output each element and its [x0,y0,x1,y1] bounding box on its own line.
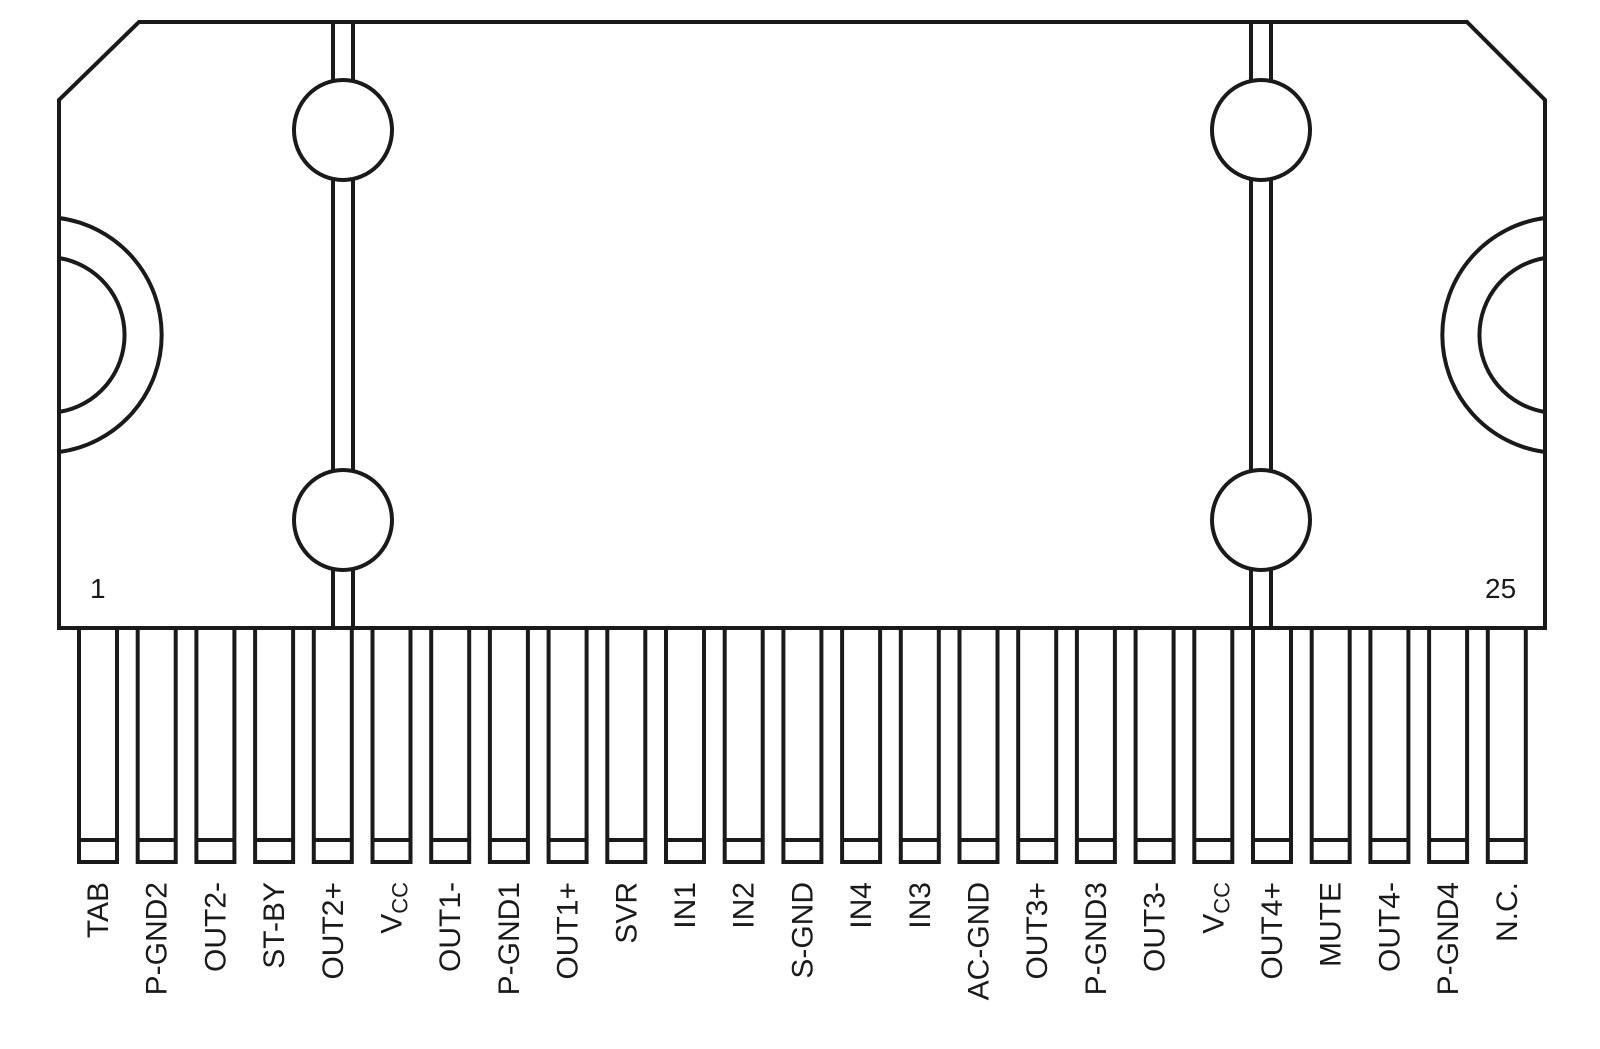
pin-19 [1133,626,1176,864]
pin-12 [722,626,765,864]
pin-lead [77,626,119,864]
left-lower-mounting-circle [292,468,394,572]
pin-lead [605,626,648,864]
pin-label: N.C. [1491,882,1524,942]
right-upper-mounting-circle [1210,78,1312,182]
pin-lead [135,626,178,864]
left-upper-mounting-circle [292,78,394,182]
pin-6 [370,626,413,864]
pin-label: MUTE [1315,882,1348,967]
pin-label: OUT3+ [1021,882,1054,980]
pin-label: OUT3- [1139,882,1172,972]
pin-label: SVR [610,882,643,944]
last-pin-number: 25 [1485,573,1516,604]
pin-label: P-GND2 [141,882,174,995]
pin-3 [194,626,237,864]
pin-lead [1427,626,1470,864]
first-pin-number: 1 [90,573,106,604]
package-body [57,20,1547,630]
pin-lead [1074,626,1117,864]
right-mounting-notch [1440,215,1547,455]
pin-16 [957,626,1000,864]
pin-18 [1074,626,1117,864]
pin-label: IN4 [845,882,878,929]
pin-lead [1192,626,1235,864]
pin-17 [1016,626,1059,864]
pin-label: VCC [376,882,413,934]
pin-24 [1427,626,1470,864]
pin-lead [1368,626,1411,864]
left-heatsink-strip [292,22,394,628]
pin-lead [429,626,472,864]
pin-label: OUT1- [434,882,467,972]
pin-lead [546,626,589,864]
pin-label: IN2 [728,882,761,929]
left-mounting-notch [57,215,164,455]
pins [77,626,1528,864]
pin-1 [77,626,119,864]
pin-label: S-GND [786,882,819,979]
pin-label: TAB [82,882,115,938]
pin-lead [1485,626,1528,864]
pin-label: OUT4- [1373,882,1406,972]
pin-label: OUT4+ [1256,882,1289,980]
pin-lead [253,626,296,864]
pin-label: ST-BY [258,882,291,969]
pin-10 [605,626,648,864]
pin-7 [429,626,472,864]
pin-9 [546,626,589,864]
pin-5 [311,626,354,864]
pin-labels: TAB P-GND2 OUT2- ST-BY OUT2+ VCC OUT1- P-GND1 OU… [82,882,1524,1000]
pin-label: IN3 [904,882,937,929]
pin-20 [1192,626,1235,864]
pin-14 [840,626,883,864]
pin-lead [1016,626,1059,864]
pin-13 [781,626,824,864]
pin-label: VCC [1197,882,1234,934]
pin-15 [898,626,941,864]
pin-lead [194,626,237,864]
pin-8 [487,626,530,864]
pin-label: OUT2+ [317,882,350,980]
pin-lead [1309,626,1352,864]
pin-25 [1485,626,1528,864]
pin-lead [781,626,824,864]
pin-2 [135,626,178,864]
pin-label: AC-GND [963,882,996,1000]
pin-22 [1309,626,1352,864]
pin-label: P-GND4 [1432,882,1465,995]
pin-label: IN1 [669,882,702,929]
pin-label: P-GND3 [1080,882,1113,995]
pin-lead [957,626,1000,864]
pin-21 [1251,626,1293,864]
pin-lead [311,626,354,864]
pin-label: P-GND1 [493,882,526,995]
right-heatsink-strip [1210,22,1312,628]
pin-11 [664,626,706,864]
pin-lead [664,626,706,864]
pin-lead [840,626,883,864]
pin-label: OUT2- [199,882,232,972]
pin-lead [487,626,530,864]
pin-lead [898,626,941,864]
right-lower-mounting-circle [1210,468,1312,572]
pin-lead [1133,626,1176,864]
pin-lead [1251,626,1293,864]
pin-lead [370,626,413,864]
pin-label: OUT1+ [552,882,585,980]
pin-4 [253,626,296,864]
pin-23 [1368,626,1411,864]
pin-lead [722,626,765,864]
